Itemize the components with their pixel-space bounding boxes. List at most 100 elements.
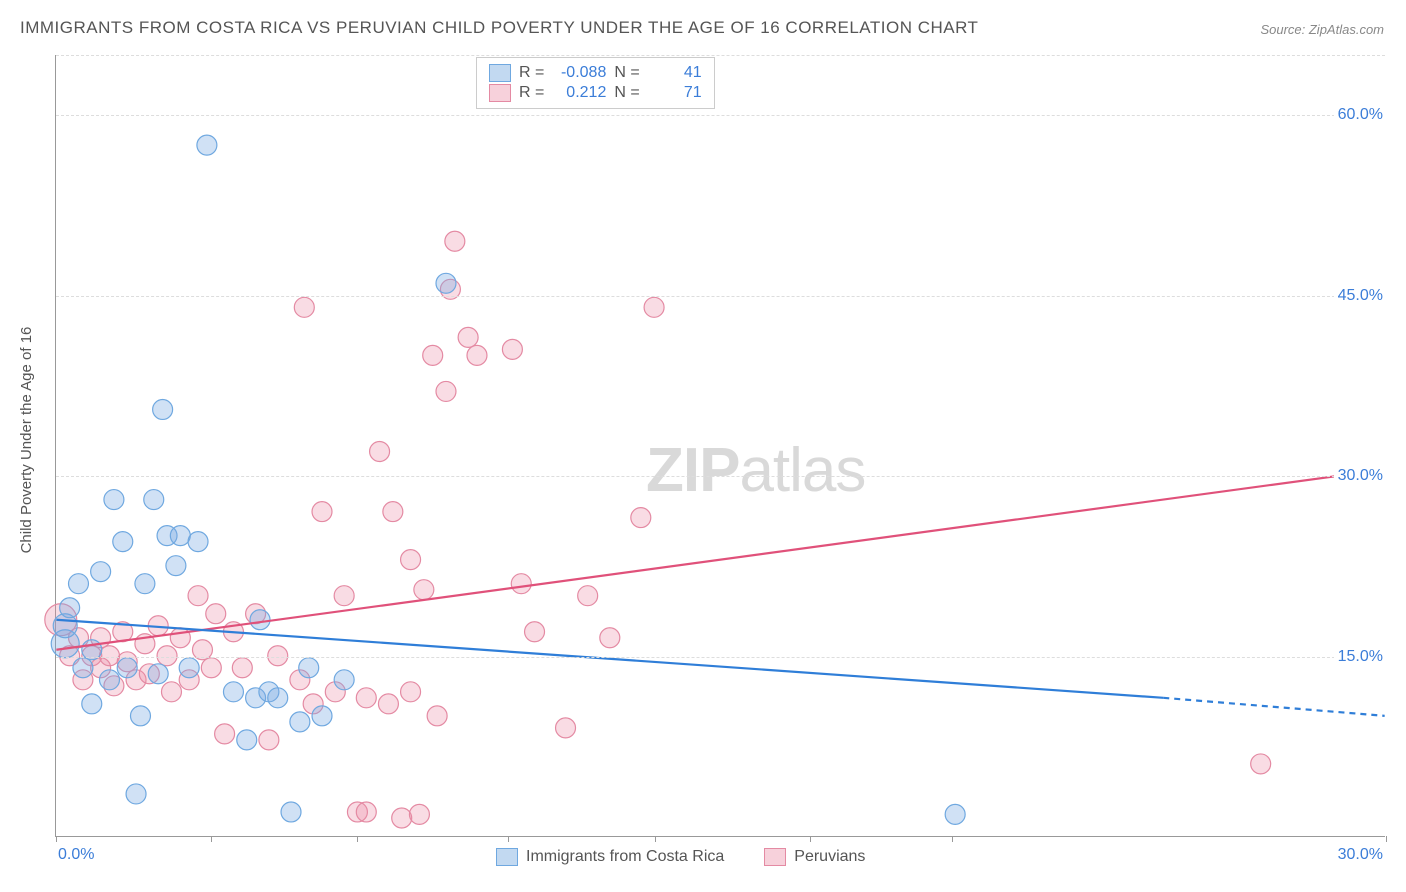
scatter-point: [436, 273, 456, 293]
scatter-plot-svg: [56, 55, 1385, 836]
scatter-point: [525, 622, 545, 642]
scatter-point: [445, 231, 465, 251]
scatter-point: [144, 490, 164, 510]
scatter-point: [223, 682, 243, 702]
scatter-point: [290, 712, 310, 732]
scatter-point: [644, 297, 664, 317]
legend-row-a: R = -0.088 N = 41: [489, 64, 702, 82]
scatter-point: [414, 580, 434, 600]
scatter-point: [356, 802, 376, 822]
scatter-point: [511, 574, 531, 594]
y-tick-label: 15.0%: [1334, 648, 1387, 666]
x-tick: [655, 836, 656, 842]
n-value-b: 71: [648, 84, 702, 102]
scatter-point: [556, 718, 576, 738]
scatter-point: [60, 598, 80, 618]
scatter-point: [166, 556, 186, 576]
scatter-point: [502, 339, 522, 359]
x-tick-label: 30.0%: [1338, 846, 1383, 864]
scatter-point: [206, 604, 226, 624]
scatter-point: [188, 586, 208, 606]
scatter-point: [91, 562, 111, 582]
gridline: [56, 476, 1385, 477]
swatch-series-b: [764, 848, 786, 866]
scatter-point: [104, 490, 124, 510]
scatter-point: [281, 802, 301, 822]
chart-plot-area: ZIPatlas R = -0.088 N = 41 R = 0.212 N =…: [55, 55, 1385, 837]
scatter-point: [334, 586, 354, 606]
scatter-point: [201, 658, 221, 678]
scatter-point: [259, 730, 279, 750]
scatter-point: [73, 658, 93, 678]
scatter-point: [148, 664, 168, 684]
scatter-point: [135, 574, 155, 594]
scatter-point: [153, 399, 173, 419]
scatter-point: [436, 381, 456, 401]
scatter-point: [356, 688, 376, 708]
x-tick: [56, 836, 57, 842]
scatter-point: [161, 682, 181, 702]
swatch-series-b: [489, 84, 511, 102]
trend-line: [1163, 698, 1384, 716]
x-tick: [508, 836, 509, 842]
scatter-point: [578, 586, 598, 606]
legend-label-b: Peruvians: [794, 848, 865, 866]
n-value-a: 41: [648, 64, 702, 82]
gridline: [56, 296, 1385, 297]
legend-row-b: R = 0.212 N = 71: [489, 84, 702, 102]
scatter-point: [170, 628, 190, 648]
r-value-b: 0.212: [552, 84, 606, 102]
scatter-point: [237, 730, 257, 750]
scatter-point: [383, 502, 403, 522]
scatter-point: [69, 574, 89, 594]
scatter-point: [370, 442, 390, 462]
scatter-point: [312, 706, 332, 726]
scatter-point: [334, 670, 354, 690]
scatter-point: [126, 784, 146, 804]
scatter-point: [99, 670, 119, 690]
x-tick: [952, 836, 953, 842]
y-tick-label: 60.0%: [1334, 106, 1387, 124]
scatter-point: [458, 327, 478, 347]
scatter-point: [130, 706, 150, 726]
n-label: N =: [614, 84, 639, 102]
gridline: [56, 657, 1385, 658]
scatter-point: [401, 550, 421, 570]
scatter-point: [401, 682, 421, 702]
scatter-point: [197, 135, 217, 155]
x-tick-label: 0.0%: [58, 846, 94, 864]
correlation-legend: R = -0.088 N = 41 R = 0.212 N = 71: [476, 57, 715, 109]
scatter-point: [113, 532, 133, 552]
n-label: N =: [614, 64, 639, 82]
chart-title: IMMIGRANTS FROM COSTA RICA VS PERUVIAN C…: [20, 18, 978, 38]
scatter-point: [378, 694, 398, 714]
scatter-point: [409, 804, 429, 824]
scatter-point: [600, 628, 620, 648]
scatter-point: [250, 610, 270, 630]
scatter-point: [467, 345, 487, 365]
scatter-point: [268, 688, 288, 708]
scatter-point: [188, 532, 208, 552]
legend-item-a: Immigrants from Costa Rica: [496, 848, 724, 866]
scatter-point: [215, 724, 235, 744]
scatter-point: [117, 658, 137, 678]
scatter-point: [82, 694, 102, 714]
source-attribution: Source: ZipAtlas.com: [1260, 22, 1384, 37]
scatter-point: [299, 658, 319, 678]
scatter-point: [312, 502, 332, 522]
legend-item-b: Peruvians: [764, 848, 865, 866]
scatter-point: [179, 658, 199, 678]
gridline: [56, 115, 1385, 116]
scatter-point: [427, 706, 447, 726]
y-axis-label: Child Poverty Under the Age of 16: [18, 327, 35, 554]
y-tick-label: 45.0%: [1334, 287, 1387, 305]
scatter-point: [170, 526, 190, 546]
scatter-point: [423, 345, 443, 365]
scatter-point: [1251, 754, 1271, 774]
y-tick-label: 30.0%: [1334, 467, 1387, 485]
r-label: R =: [519, 84, 544, 102]
x-tick: [211, 836, 212, 842]
x-tick: [810, 836, 811, 842]
trend-line: [56, 470, 1384, 650]
legend-label-a: Immigrants from Costa Rica: [526, 848, 724, 866]
